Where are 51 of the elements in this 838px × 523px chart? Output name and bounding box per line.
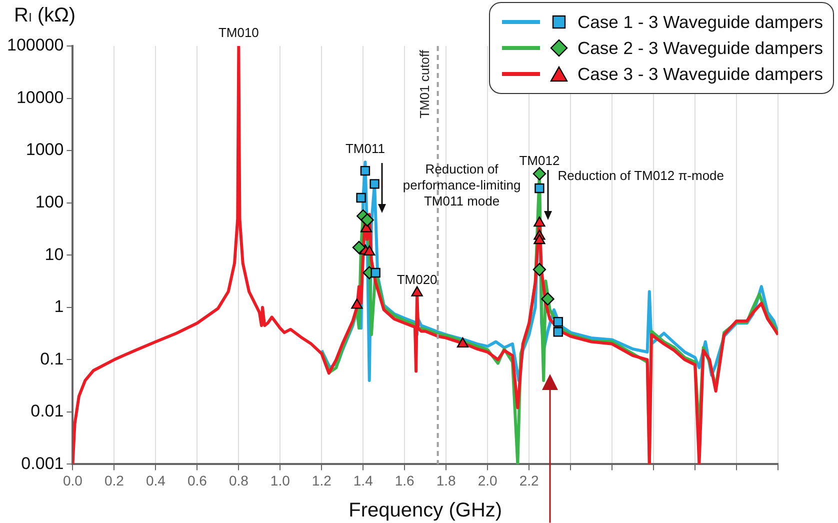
point	[411, 286, 423, 296]
point	[553, 327, 563, 337]
point	[364, 245, 376, 256]
annotation: TM010	[218, 25, 259, 40]
x-tick-label: 0.8	[228, 472, 249, 488]
point	[553, 316, 563, 327]
y-tick-label: 0.01	[30, 402, 64, 421]
point	[541, 292, 554, 306]
y-tick-label: 0.001	[21, 454, 64, 473]
point	[532, 167, 546, 180]
point	[456, 337, 468, 348]
annotation: TM011	[345, 141, 385, 156]
x-tick-label: 0.4	[146, 472, 166, 488]
x-axis-title: Frequency (GHz)	[348, 500, 502, 522]
x-tick-label: 1.2	[312, 472, 332, 488]
y-tick-label: 1	[54, 297, 64, 316]
x-tick-label: 0.2	[104, 472, 124, 488]
point	[360, 213, 374, 227]
point	[360, 166, 370, 176]
x-tick-label: 1.0	[270, 472, 290, 488]
x-tick-label: 0.0	[62, 472, 83, 488]
y-tick-label: 100	[35, 192, 64, 212]
x-tick-label: 0.6	[187, 472, 208, 488]
annotation: TM020	[396, 272, 438, 287]
point	[532, 262, 546, 276]
point	[356, 192, 366, 203]
x-tick-label: 2.0	[478, 472, 498, 488]
y-tick-label: 10000	[16, 88, 64, 107]
annotation: Reduction of performance-limiting TM011 mode	[402, 161, 521, 208]
point	[352, 240, 366, 254]
point	[534, 183, 544, 194]
y-tick-label: 100000	[6, 36, 64, 55]
legend-label: Case 3 - 3 Waveguide dampers	[578, 64, 823, 84]
x-tick-label: 2.2	[519, 472, 540, 488]
point	[351, 298, 363, 309]
legend-label: Case 1 - 3 Waveguide dampers	[578, 12, 823, 32]
legend-label: Case 2 - 3 Waveguide dampers	[578, 38, 823, 58]
y-tick-label: 1000	[26, 140, 64, 160]
point	[370, 268, 380, 278]
y-tick-label: 10	[44, 244, 64, 264]
x-tick-label: 1.6	[394, 472, 415, 488]
x-tick-label: 1.4	[353, 472, 374, 488]
point	[534, 234, 546, 244]
x-tick-label: 1.8	[436, 472, 456, 488]
annotation: TM012	[519, 152, 560, 168]
annotation: Reduction of TM012 π-mode	[558, 168, 724, 183]
y-tick-label: 0.1	[40, 349, 64, 368]
y-axis-title: Rₗ (kΩ)	[14, 4, 76, 27]
ref-line-label: TM01 cutoff	[416, 50, 432, 118]
point	[534, 216, 546, 227]
point	[370, 179, 380, 189]
